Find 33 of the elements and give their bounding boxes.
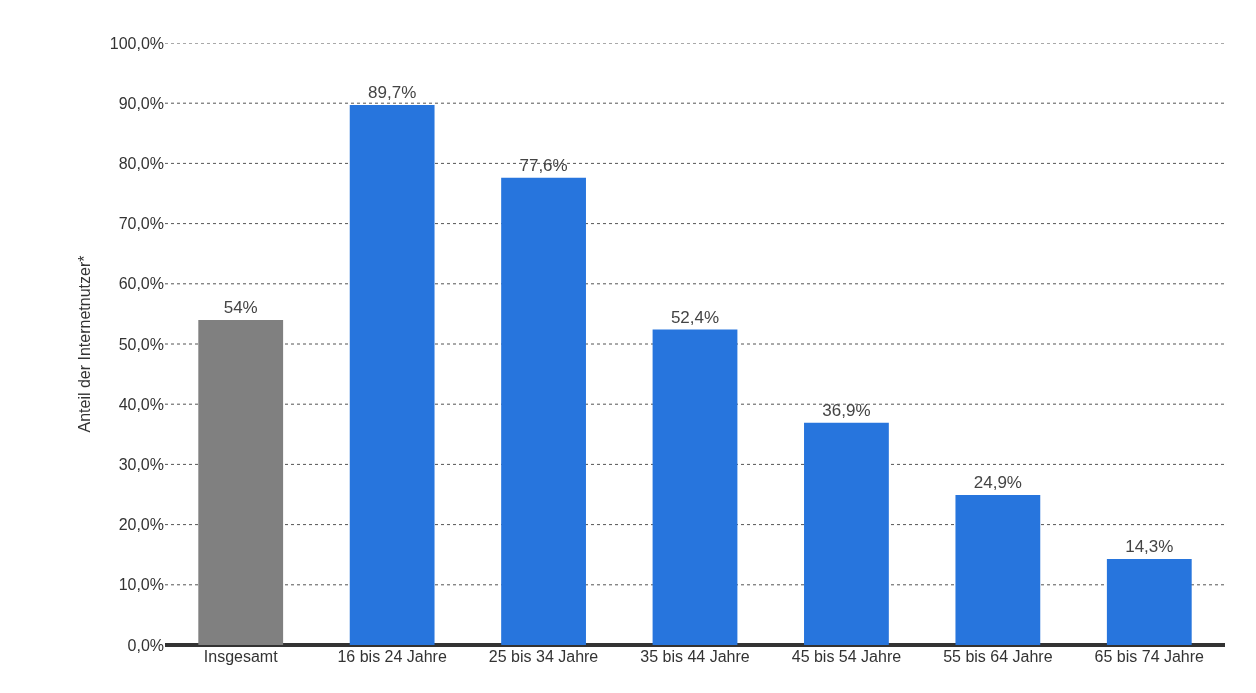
x-tick-label: 45 bis 54 Jahre (791, 648, 902, 665)
x-tick-label: Insgesamt (203, 648, 279, 665)
y-tick-label: 90,0% (118, 94, 164, 112)
x-tick-label: 65 bis 74 Jahre (1094, 648, 1205, 665)
data-label: 54% (223, 297, 258, 317)
y-tick-label: 30,0% (118, 456, 164, 473)
y-tick-label: 10,0% (118, 576, 164, 594)
y-tick-label: 40,0% (118, 395, 164, 413)
bar (1106, 558, 1192, 645)
data-label: 77,6% (519, 155, 568, 175)
x-tick-label: 25 bis 34 Jahre (488, 648, 599, 665)
bar (198, 319, 284, 645)
x-tick-label: 35 bis 44 Jahre (640, 648, 750, 665)
y-tick-label: 70,0% (118, 215, 164, 233)
bar (804, 422, 889, 645)
y-tick-label: 60,0% (118, 275, 164, 293)
x-tick-label: 16 bis 24 Jahre (337, 648, 447, 665)
y-tick-label: 80,0% (118, 155, 164, 172)
y-tick-label: 20,0% (118, 516, 164, 534)
data-label: 24,9% (973, 473, 1022, 493)
y-tick-label: 50,0% (118, 335, 164, 353)
data-label: 36,9% (822, 400, 871, 420)
x-tick-label: 55 bis 64 Jahre (943, 648, 1053, 665)
data-label: 52,4% (670, 307, 720, 327)
bar (652, 329, 738, 645)
y-tick-label: 100,0% (109, 34, 164, 52)
data-label: 89,7% (368, 83, 417, 103)
y-tick-label: 0,0% (127, 636, 164, 654)
data-label: 14,3% (1125, 536, 1174, 556)
bar (501, 177, 586, 645)
bar (955, 495, 1041, 645)
y-axis-title: Anteil der Internetnutzer* (75, 255, 93, 433)
bar (349, 105, 435, 645)
